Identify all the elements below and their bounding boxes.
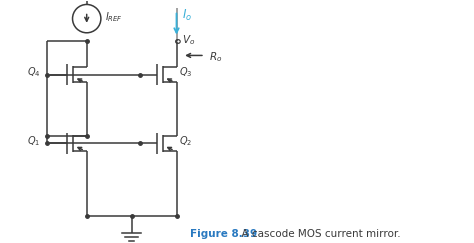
Text: $Q_4$: $Q_4$ [27,66,41,79]
Text: $I_o$: $I_o$ [182,8,192,23]
Text: $R_o$: $R_o$ [209,50,222,64]
Text: $Q_2$: $Q_2$ [179,134,192,148]
Text: $V_o$: $V_o$ [182,34,195,47]
Text: Figure 8.39: Figure 8.39 [190,229,257,239]
Text: $I_{REF}$: $I_{REF}$ [105,10,123,24]
Text: $Q_1$: $Q_1$ [27,134,40,148]
Text: $Q_3$: $Q_3$ [179,66,192,79]
Text: A cascode MOS current mirror.: A cascode MOS current mirror. [235,229,400,239]
